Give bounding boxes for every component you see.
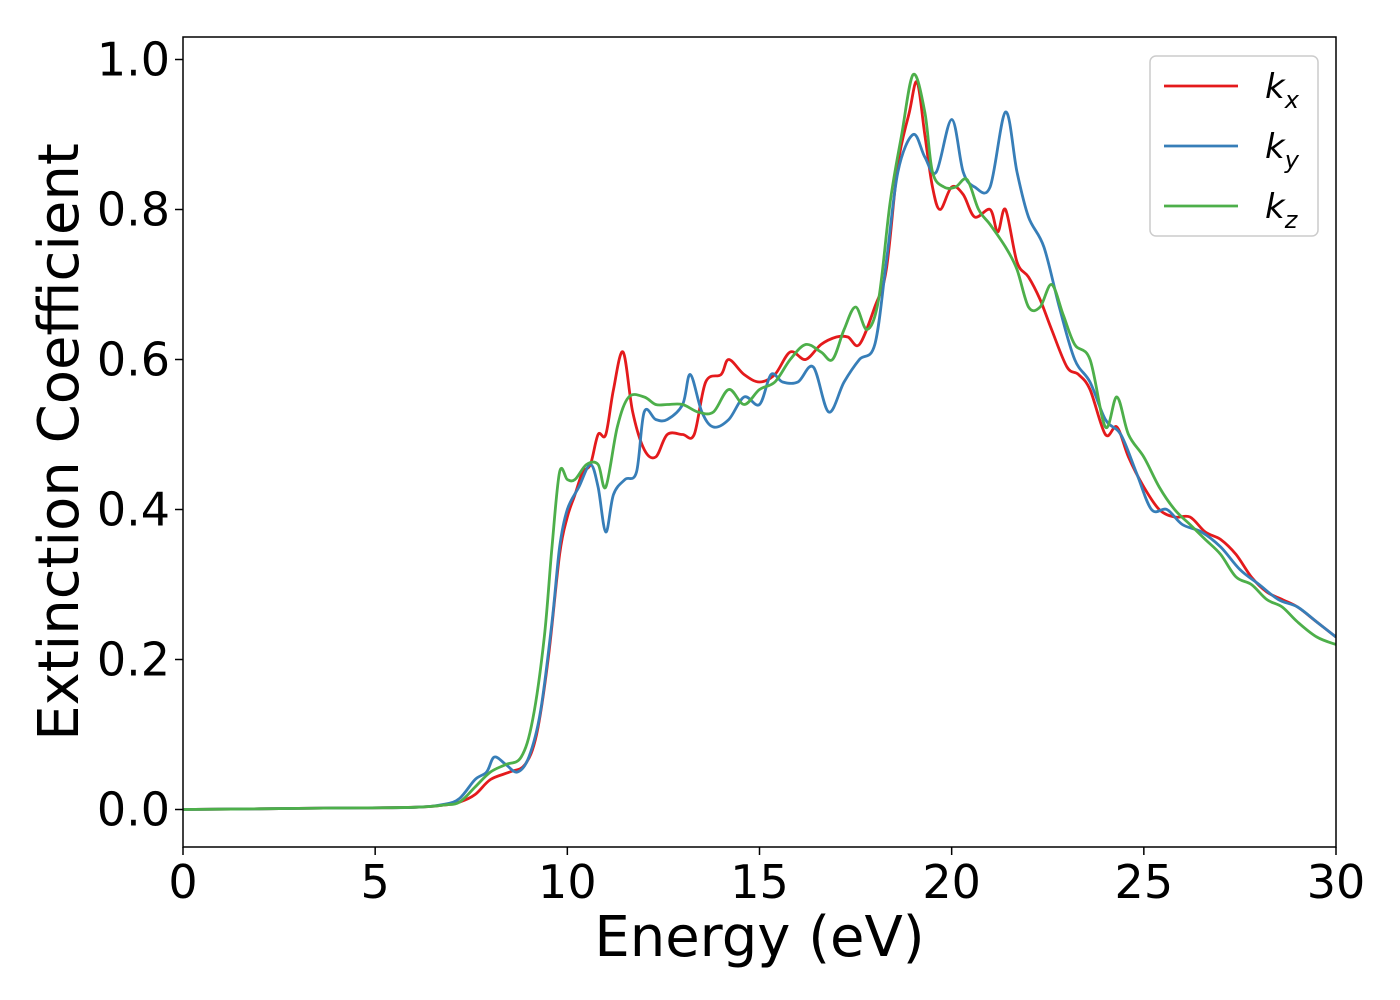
- y-tick-label: 0.0: [97, 783, 170, 837]
- series-line-k_y: [183, 110, 1336, 811]
- x-tick-label: 0: [168, 855, 197, 909]
- y-tick-label: 0.8: [97, 183, 170, 237]
- x-tick-label: 20: [922, 855, 981, 909]
- series-line-k_z: [183, 72, 1336, 811]
- x-axis-ticks: 0 5 10 15 20 25 30: [168, 847, 1365, 909]
- x-tick-label: 30: [1307, 855, 1366, 909]
- legend-label: ky: [1265, 127, 1300, 174]
- y-tick-label: 1.0: [97, 33, 170, 87]
- y-tick-label: 0.2: [97, 633, 170, 687]
- legend: kx ky kz: [1149, 55, 1319, 237]
- legend-label: kx: [1265, 67, 1300, 114]
- x-tick-label: 5: [361, 855, 390, 909]
- x-axis-title: Energy (eV): [594, 905, 924, 970]
- y-tick-label: 0.6: [97, 333, 170, 387]
- plot-lines: [183, 72, 1336, 811]
- y-axis-title: Extinction Coefficient: [27, 143, 92, 741]
- x-tick-label: 10: [538, 855, 597, 909]
- x-tick-label: 15: [730, 855, 789, 909]
- y-axis-ticks: 0.0 0.2 0.4 0.6 0.8 1.0: [97, 33, 183, 837]
- x-tick-label: 25: [1115, 855, 1174, 909]
- legend-label: kz: [1265, 187, 1299, 234]
- y-tick-label: 0.4: [97, 483, 170, 537]
